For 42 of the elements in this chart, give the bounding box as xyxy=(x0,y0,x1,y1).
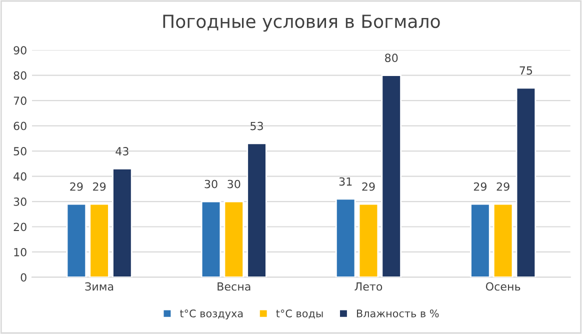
legend-label: t°C воздуха xyxy=(180,309,243,320)
x-tick-label: Зима xyxy=(85,282,114,291)
bar xyxy=(492,203,514,278)
data-label: 29 xyxy=(362,182,375,191)
bar xyxy=(335,198,356,278)
x-tick-label: Осень xyxy=(486,282,520,291)
data-label: 29 xyxy=(93,182,106,191)
data-label: 30 xyxy=(228,180,240,188)
x-tick-label: Весна xyxy=(218,282,250,291)
y-tick-label: 40 xyxy=(14,172,26,181)
y-tick-label: 90 xyxy=(14,46,26,54)
data-label: 29 xyxy=(70,182,83,191)
legend-label: t°C воды xyxy=(276,309,323,319)
data-label: 29 xyxy=(496,182,510,191)
y-tick-label: 80 xyxy=(14,71,26,80)
data-label: 43 xyxy=(116,147,128,156)
bar xyxy=(358,203,379,278)
bar xyxy=(470,203,490,278)
data-label: 30 xyxy=(204,180,218,188)
bar xyxy=(516,87,536,278)
data-label: 31 xyxy=(339,177,352,186)
y-tick-label: 0 xyxy=(20,273,26,282)
bar xyxy=(381,74,402,278)
chart-title: Погодные условия в Богмало xyxy=(163,14,440,32)
x-tick-label: Лето xyxy=(354,282,382,291)
bar xyxy=(246,142,267,278)
y-tick-label: 70 xyxy=(14,96,26,105)
bar xyxy=(200,200,222,278)
data-label: 80 xyxy=(385,54,398,62)
data-label: 75 xyxy=(520,66,532,75)
y-tick-label: 30 xyxy=(14,197,26,206)
data-label: 29 xyxy=(474,182,486,191)
bar xyxy=(89,203,110,278)
y-tick-label: 20 xyxy=(14,222,26,232)
bar xyxy=(112,168,132,278)
y-tick-label: 50 xyxy=(14,147,26,156)
y-tick-label: 60 xyxy=(14,122,26,130)
bar xyxy=(224,200,244,278)
data-label: 53 xyxy=(250,122,263,130)
legend-label: Влажность в % xyxy=(356,309,439,318)
y-tick-label: 10 xyxy=(14,248,26,256)
bar xyxy=(66,203,87,278)
